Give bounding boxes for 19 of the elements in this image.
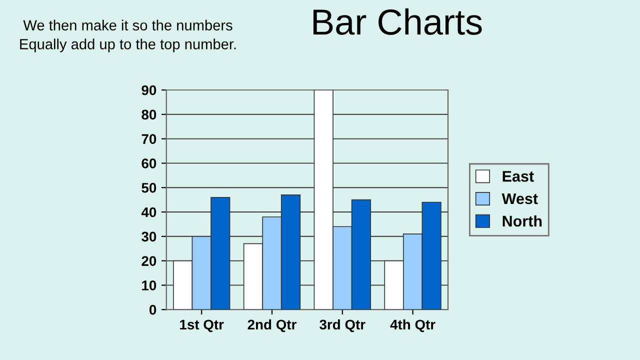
y-tick-label: 20 — [142, 256, 156, 266]
y-tick-label: 80 — [142, 110, 156, 120]
y-tick-label: 30 — [142, 232, 156, 242]
y-tick-label: 50 — [142, 182, 156, 193]
y-tick-label: 70 — [142, 134, 156, 144]
text: We then make it so the numbers Equally add up to the top number. — [20, 20, 236, 52]
x-tick-label: 3rd Qtr — [320, 319, 366, 332]
y-tick-label: 90 — [142, 85, 156, 96]
y-tick-label: 10 — [142, 280, 156, 290]
legend-label: North — [502, 215, 542, 227]
legend-label: East — [502, 171, 534, 182]
legend-label: West — [502, 194, 538, 204]
y-tick-label: 0 — [150, 304, 156, 315]
x-tick-label: 4th Qtr — [390, 319, 436, 332]
x-tick-label: 2nd Qtr — [248, 319, 296, 332]
y-tick-label: 60 — [142, 158, 156, 168]
y-tick-label: 40 — [141, 207, 156, 218]
x-tick-label: 1st Qtr — [180, 320, 224, 332]
chart-title: Bar Charts — [313, 8, 482, 35]
